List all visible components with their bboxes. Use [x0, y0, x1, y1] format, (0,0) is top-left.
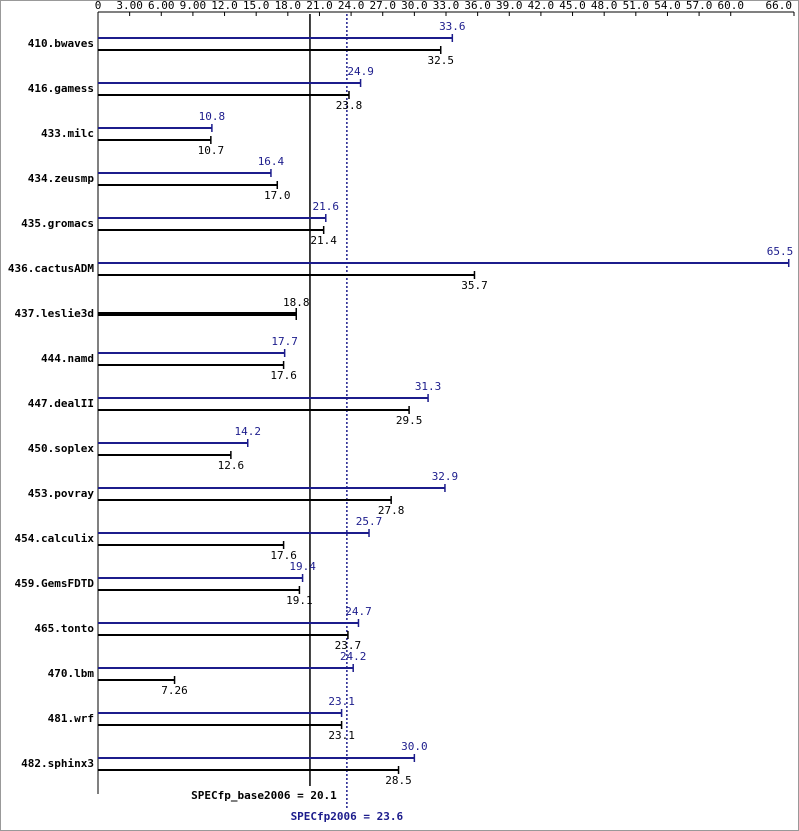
category-label: 437.leslie3d: [15, 307, 94, 320]
category-label: 450.soplex: [28, 442, 95, 455]
value-label: 23.8: [336, 99, 363, 112]
x-tick-label: 15.0: [243, 0, 270, 12]
x-tick-label: 39.0: [496, 0, 523, 12]
x-tick-label: 42.0: [528, 0, 555, 12]
category-label: 482.sphinx3: [21, 757, 94, 770]
x-tick-label: 12.0: [211, 0, 238, 12]
x-tick-label: 21.0: [306, 0, 333, 12]
x-tick-label: 51.0: [623, 0, 650, 12]
value-label: 17.6: [270, 549, 297, 562]
value-label: 23.1: [328, 729, 355, 742]
x-tick-label: 6.00: [148, 0, 175, 12]
value-label: 23.7: [335, 639, 362, 652]
value-label: 28.5: [385, 774, 412, 787]
x-tick-label: 30.0: [401, 0, 428, 12]
category-label: 453.povray: [28, 487, 95, 500]
value-label: 29.5: [396, 414, 423, 427]
category-label: 434.zeusmp: [28, 172, 95, 185]
x-tick-label: 45.0: [559, 0, 586, 12]
value-label: 18.8: [283, 296, 310, 309]
value-label: 12.6: [218, 459, 245, 472]
x-tick-label: 33.0: [433, 0, 460, 12]
x-tick-label: 18.0: [275, 0, 302, 12]
value-label: 14.2: [234, 425, 261, 438]
value-label: 31.3: [415, 380, 442, 393]
value-label: 17.0: [264, 189, 291, 202]
value-label: 17.7: [271, 335, 298, 348]
category-label: 465.tonto: [34, 622, 94, 635]
x-tick-label: 27.0: [369, 0, 396, 12]
value-label: 30.0: [401, 740, 428, 753]
category-label: 435.gromacs: [21, 217, 94, 230]
category-label: 481.wrf: [48, 712, 94, 725]
value-label: 27.8: [378, 504, 405, 517]
value-label: 19.1: [286, 594, 313, 607]
value-label: 10.7: [198, 144, 225, 157]
reference-label: SPECfp_base2006 = 20.1: [191, 789, 337, 802]
category-label: 454.calculix: [15, 532, 95, 545]
value-label: 19.4: [289, 560, 316, 573]
reference-label: SPECfp2006 = 23.6: [291, 810, 404, 823]
x-tick-label: 0: [95, 0, 102, 12]
x-tick-label: 24.0: [338, 0, 365, 12]
x-tick-label: 9.00: [180, 0, 207, 12]
category-label: 444.namd: [41, 352, 94, 365]
value-label: 25.7: [356, 515, 383, 528]
category-label: 447.dealII: [28, 397, 94, 410]
value-label: 32.9: [432, 470, 459, 483]
value-label: 35.7: [461, 279, 488, 292]
x-tick-label: 36.0: [464, 0, 491, 12]
value-label: 21.6: [313, 200, 340, 213]
category-label: 433.milc: [41, 127, 94, 140]
category-label: 436.cactusADM: [8, 262, 94, 275]
x-tick-label: 48.0: [591, 0, 618, 12]
x-tick-label: 3.00: [116, 0, 143, 12]
value-label: 32.5: [427, 54, 454, 67]
value-label: 24.2: [340, 650, 367, 663]
category-label: 416.gamess: [28, 82, 94, 95]
value-label: 21.4: [310, 234, 337, 247]
x-tick-label: 66.0: [766, 0, 793, 12]
value-label: 10.8: [199, 110, 226, 123]
category-label: 470.lbm: [48, 667, 95, 680]
x-tick-label: 60.0: [717, 0, 744, 12]
value-label: 65.5: [767, 245, 794, 258]
category-label: 459.GemsFDTD: [15, 577, 95, 590]
value-label: 17.6: [270, 369, 297, 382]
x-tick-label: 54.0: [654, 0, 681, 12]
value-label: 24.9: [347, 65, 374, 78]
value-label: 16.4: [258, 155, 285, 168]
value-label: 24.7: [345, 605, 372, 618]
value-label: 23.1: [328, 695, 355, 708]
value-label: 33.6: [439, 20, 466, 33]
value-label: 7.26: [161, 684, 188, 697]
category-label: 410.bwaves: [28, 37, 94, 50]
x-tick-label: 57.0: [686, 0, 713, 12]
